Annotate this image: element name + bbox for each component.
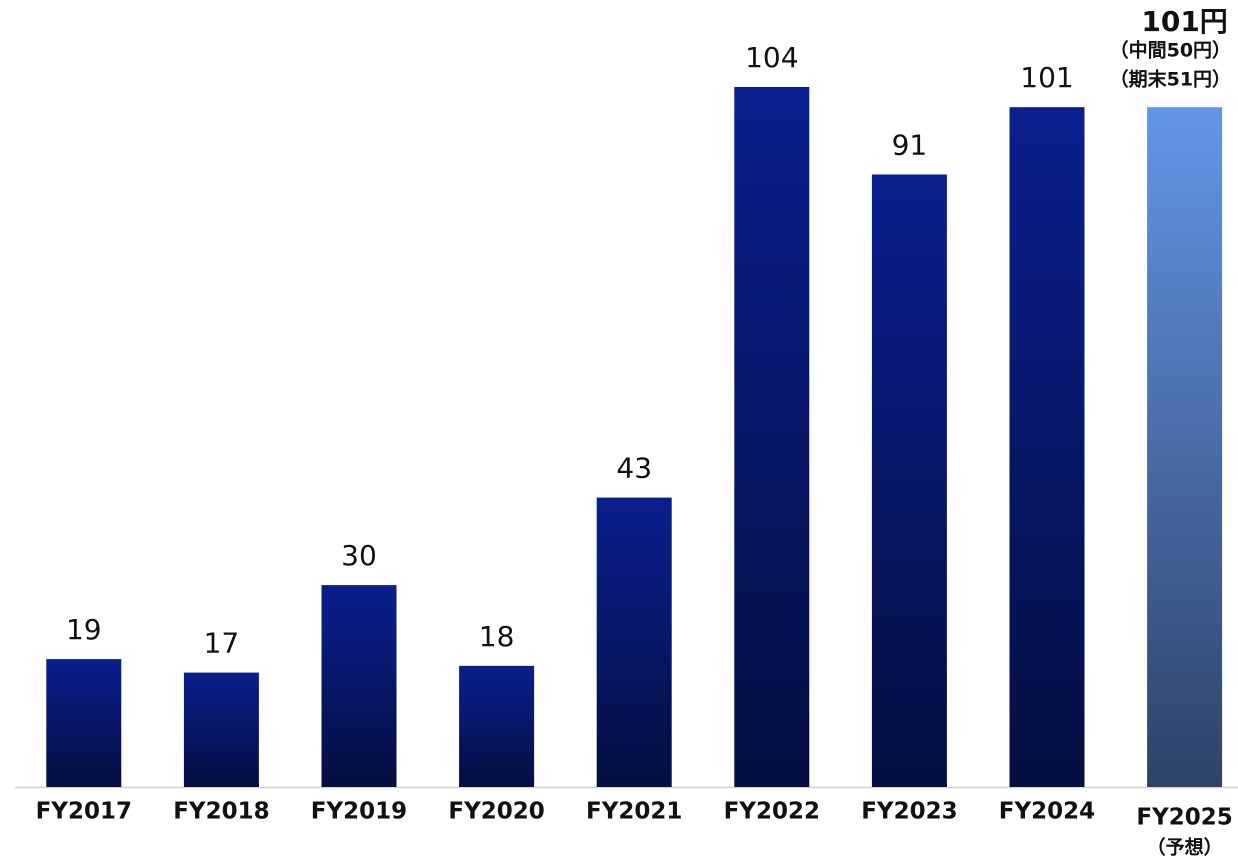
x-tick-label: FY2017 (36, 799, 132, 825)
x-tick-label: FY2019 (311, 799, 407, 825)
bar (871, 174, 947, 787)
value-label: 104 (745, 41, 798, 74)
bar (46, 659, 122, 787)
value-label: 101 (1020, 61, 1073, 94)
value-label: 17 (204, 627, 240, 660)
bar (183, 672, 259, 787)
x-tick-label: FY2021 (586, 799, 682, 825)
bar (1147, 107, 1223, 787)
x-tick-label: FY2020 (448, 799, 544, 825)
bar (734, 87, 810, 787)
x-tick-label: FY2023 (861, 799, 957, 825)
value-label: 30 (341, 539, 377, 572)
bar (459, 665, 535, 787)
annotation: （期末51円） (1110, 68, 1231, 91)
bar (321, 585, 397, 787)
x-tick-label: FY2024 (999, 799, 1095, 825)
value-label: 101円 (1141, 5, 1227, 38)
x-tick-label: FY2022 (724, 799, 820, 825)
value-label: 91 (892, 129, 928, 162)
bar (596, 497, 672, 787)
value-label: 19 (66, 613, 102, 646)
x-tick-label: FY2018 (173, 799, 269, 825)
annotation: （予想） (1147, 836, 1223, 859)
value-label: 43 (616, 452, 652, 485)
bar (1009, 107, 1085, 787)
annotation: （中間50円） (1110, 39, 1231, 62)
x-tick-label: FY2025 (1136, 805, 1232, 831)
value-label: 18 (479, 620, 515, 653)
